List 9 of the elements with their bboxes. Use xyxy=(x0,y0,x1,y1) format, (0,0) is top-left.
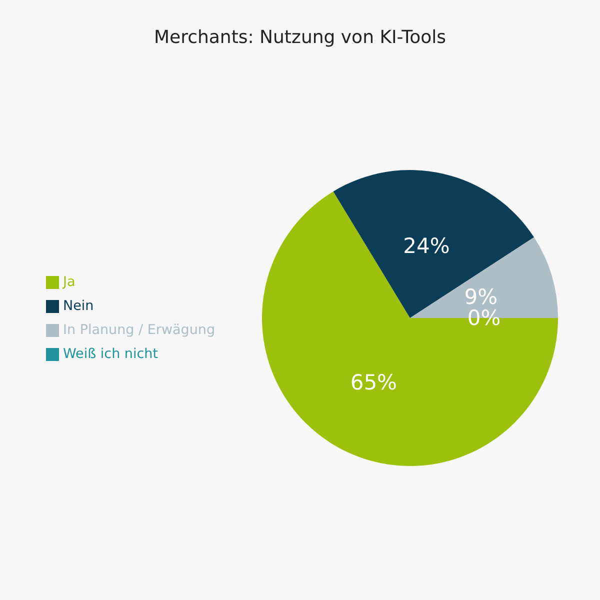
data-label: 65% xyxy=(350,370,398,394)
data-label: 9% xyxy=(464,284,498,309)
pie-slice xyxy=(262,191,558,466)
legend-label: Weiß ich nicht xyxy=(63,346,158,362)
chart-title: Merchants: Nutzung von KI-Tools xyxy=(152,27,447,48)
data-label: 24% xyxy=(403,234,450,258)
legend-label: In Planung / Erwägung xyxy=(63,322,216,338)
legend-label: Nein xyxy=(63,298,94,314)
legend-label: Ja xyxy=(63,274,76,290)
